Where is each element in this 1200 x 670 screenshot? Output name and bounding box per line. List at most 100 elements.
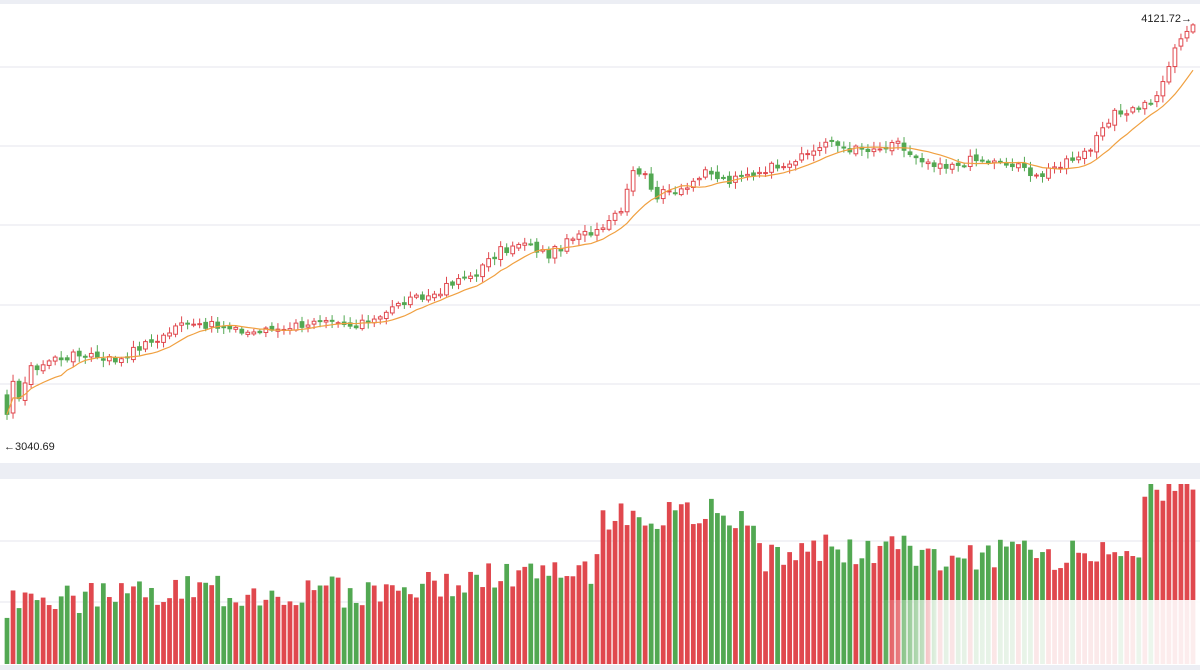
candle-down <box>588 232 594 236</box>
candle-up <box>359 319 365 330</box>
volume-bar <box>323 585 329 664</box>
volume-bar <box>88 583 94 664</box>
volume-bar <box>215 575 221 664</box>
volume-bar <box>1148 484 1154 664</box>
volume-bar <box>564 576 570 664</box>
candle-down <box>64 357 70 361</box>
candle-up <box>582 230 588 236</box>
top-band <box>0 0 1200 4</box>
candle-down <box>979 159 985 162</box>
candle-up <box>1142 101 1148 110</box>
candle-up <box>245 331 251 335</box>
candle-down <box>1070 157 1075 161</box>
volume-bar <box>420 583 425 664</box>
volume-bar <box>588 583 594 664</box>
price-gridlines <box>0 66 1200 385</box>
candle-up <box>173 325 178 335</box>
volume-bar <box>859 558 865 664</box>
candle-up <box>414 294 419 298</box>
volume-bar <box>1172 490 1178 664</box>
volume-bar <box>474 574 479 664</box>
volume-bar <box>516 570 522 664</box>
volume-bar <box>281 604 287 664</box>
volume-bar <box>426 572 431 664</box>
volume-bar <box>28 593 34 664</box>
candle-up <box>52 356 58 362</box>
candle-up <box>167 332 172 337</box>
candle-down <box>299 321 305 328</box>
candle-up <box>871 148 877 153</box>
bottom-band <box>0 665 1200 670</box>
candle-up <box>564 238 570 252</box>
candle-up <box>618 211 624 214</box>
candle-down <box>865 148 871 153</box>
volume-bar <box>94 606 100 664</box>
volume-bar <box>395 590 401 664</box>
candle-up <box>1124 113 1130 116</box>
volume-bar <box>781 564 786 664</box>
volume-bar <box>462 592 467 664</box>
candle-down <box>907 151 913 155</box>
candle-up <box>624 188 630 213</box>
candle-up <box>468 275 473 279</box>
volume-bar <box>347 588 353 664</box>
candle-up <box>28 365 34 385</box>
volume-bar <box>787 552 793 664</box>
volume-bar <box>1184 484 1190 664</box>
candle-up <box>702 169 708 178</box>
candle-up <box>1106 122 1112 128</box>
candle-up <box>1166 66 1172 83</box>
candle-up <box>438 293 443 297</box>
volume-bar <box>510 586 516 664</box>
candle-up <box>377 316 383 320</box>
volume-bar <box>82 591 88 664</box>
candle-up <box>696 177 702 181</box>
candle-down <box>841 146 847 149</box>
candle-up <box>853 145 859 155</box>
volume-bar <box>52 609 58 664</box>
candle-down <box>1028 167 1033 177</box>
candle-up <box>1058 166 1063 169</box>
volume-bar <box>456 585 461 664</box>
candle-up <box>678 188 684 196</box>
candle-up <box>925 161 931 165</box>
candle-up <box>263 327 269 334</box>
candle-up <box>1172 47 1178 68</box>
volume-bar <box>335 577 341 664</box>
volume-bar <box>155 604 160 664</box>
volume-bar <box>1154 489 1160 664</box>
candle-up <box>155 340 160 343</box>
volume-bar <box>534 578 540 664</box>
volume-bar <box>64 585 70 664</box>
candle-down <box>739 174 744 177</box>
candle-up <box>606 220 612 230</box>
candle-up <box>570 238 576 241</box>
candle-down <box>955 162 961 166</box>
candle-up <box>757 171 762 175</box>
candlestick-series <box>4 23 1196 420</box>
volume-bar <box>450 596 455 664</box>
volume-bar <box>540 565 546 664</box>
candle-up <box>1100 127 1106 137</box>
candle-up <box>22 382 28 401</box>
candle-up <box>1154 95 1160 103</box>
volume-bar <box>34 600 40 664</box>
volume-bar <box>161 602 166 664</box>
candle-down <box>504 247 510 254</box>
volume-bar <box>739 511 744 664</box>
volume-bar <box>594 554 600 664</box>
candle-up <box>967 155 973 167</box>
candle-up <box>630 170 636 192</box>
candle-down <box>672 192 678 195</box>
candle-down <box>973 154 979 162</box>
volume-bar <box>299 602 305 664</box>
volume-bar <box>275 596 281 664</box>
volume-bar <box>311 590 317 664</box>
candle-down <box>492 256 498 260</box>
candle-down <box>546 248 552 259</box>
candle-up <box>143 341 148 350</box>
candle-up <box>389 306 395 314</box>
candle-up <box>823 141 829 148</box>
volume-bar <box>233 602 239 664</box>
volume-bar <box>371 585 377 664</box>
